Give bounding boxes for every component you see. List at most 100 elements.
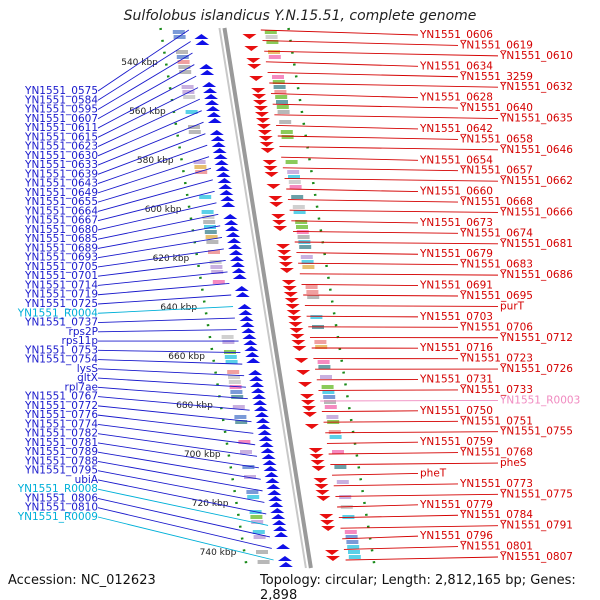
right-label-leader [323, 420, 459, 423]
cog-block-right [280, 130, 293, 134]
right-gene-label: YN1551_0731 [419, 374, 493, 386]
cog-block-right [334, 465, 347, 469]
left-gene-label: YN1551_R0009 [17, 511, 98, 523]
cog-block-left [257, 560, 270, 564]
forward-gene-arrow [248, 370, 263, 375]
right-gene-label: YN1551_0635 [499, 113, 573, 125]
left-gene-label: YN1551_0701 [24, 270, 98, 282]
left-gene-label: YN1551_0693 [24, 252, 98, 264]
right-gene-label: YN1551_0712 [499, 332, 573, 344]
forward-gene-arrow [259, 442, 274, 447]
left-gene-label: YN1551_0806 [24, 492, 98, 504]
right-gene-label: YN1551_0801 [459, 541, 533, 553]
reverse-gene-arrow [244, 46, 259, 51]
cog-block-left [228, 375, 240, 379]
cog-block-right [279, 120, 292, 124]
left-gene-label: YN1551_0633 [24, 159, 98, 171]
right-gene-label: YN1551_0759 [419, 436, 493, 448]
left-gene-label: YN1551_0639 [24, 168, 98, 180]
forward-gene-arrow [195, 40, 210, 45]
accession-text: Accession: NC_012623 [8, 573, 156, 588]
left-gene-label: YN1551_0776 [24, 409, 98, 421]
forward-gene-arrow [277, 556, 292, 561]
right-gene-label: YN1551_0668 [459, 196, 533, 208]
topology-text: Topology: circular; Length: 2,812,165 bp… [260, 573, 576, 600]
cog-block-right [332, 450, 344, 454]
reverse-gene-arrow [276, 244, 291, 249]
forward-gene-arrow [205, 100, 219, 105]
forward-gene-arrow [255, 418, 270, 423]
right-gene-label: YN1551_0784 [459, 509, 533, 521]
forward-gene-arrow [223, 214, 238, 219]
right-gene-label: YN1551_0716 [419, 342, 493, 354]
forward-gene-arrow [257, 430, 272, 435]
forward-gene-arrow [230, 262, 245, 267]
right-label-leader [335, 493, 499, 497]
cog-block-left [172, 30, 185, 34]
right-gene-label: YN1551_0610 [499, 50, 573, 62]
right-label-leader [332, 473, 419, 476]
cog-block-left [203, 220, 216, 224]
cog-block-right [268, 50, 280, 54]
right-gene-label: YN1551_0634 [419, 60, 493, 72]
cog-block-left [247, 495, 260, 499]
right-gene-label: YN1551_0726 [499, 363, 573, 375]
right-gene-label: pheT [420, 467, 447, 479]
cog-block-right [322, 390, 335, 394]
right-label-leader [270, 93, 419, 99]
left-gene-label: rpl7ae [65, 381, 98, 393]
reverse-gene-arrow [246, 58, 261, 63]
reverse-gene-arrow [254, 112, 269, 117]
left-gene-label: YN1551_0630 [24, 150, 98, 162]
cog-block-left [253, 535, 266, 539]
reverse-gene-arrow [313, 478, 328, 483]
cog-block-left [183, 95, 196, 99]
right-gene-label: YN1551_0632 [499, 81, 573, 93]
cog-block-right [272, 75, 284, 79]
right-label-leader [320, 399, 499, 402]
right-label-leader [326, 441, 419, 444]
map-title: Sulfolobus islandicus Y.N.15.51, complet… [123, 8, 477, 24]
cog-block-left [181, 85, 194, 89]
cog-block-right [328, 430, 341, 434]
right-gene-label: YN1551_0658 [459, 133, 533, 145]
left-label-leader [97, 133, 206, 175]
right-label-leader [287, 199, 459, 203]
reverse-gene-arrow [291, 340, 306, 345]
right-gene-label: purT [500, 300, 525, 312]
reverse-gene-arrow [290, 334, 305, 339]
cog-block-left [211, 270, 224, 274]
forward-gene-arrow [273, 526, 288, 531]
reverse-gene-arrow [302, 412, 317, 417]
cog-block-left [251, 520, 264, 524]
right-label-leader [299, 273, 499, 276]
forward-gene-arrow [203, 88, 218, 93]
cog-block-left [173, 35, 186, 39]
right-label-leader [301, 283, 419, 287]
forward-gene-arrow [211, 142, 226, 147]
forward-gene-arrow [260, 448, 275, 453]
reverse-gene-arrow [314, 484, 329, 489]
reverse-gene-arrow [309, 454, 324, 459]
cog-block-right [287, 170, 300, 174]
reverse-gene-arrow [247, 64, 262, 69]
reverse-gene-arrow [315, 490, 330, 495]
reverse-gene-arrow [287, 316, 302, 321]
forward-gene-arrow [249, 376, 264, 381]
cog-block-left [246, 490, 259, 494]
forward-gene-arrow [221, 202, 236, 207]
cog-block-right [301, 260, 314, 264]
left-label-leader [97, 190, 215, 222]
backbone-outer [222, 27, 313, 569]
forward-gene-arrow [214, 160, 229, 165]
right-label-leader [272, 103, 459, 109]
forward-gene-arrow [224, 220, 239, 225]
reverse-gene-arrow [325, 556, 340, 561]
right-label-leader [308, 326, 459, 328]
right-label-leader [298, 262, 459, 266]
left-gene-label: YN1551_R0004 [17, 307, 99, 319]
cog-block-right [346, 540, 359, 544]
reverse-gene-arrow [273, 226, 288, 231]
left-gene-label: YN1551_0810 [24, 502, 98, 514]
left-gene-label: ubiA [75, 474, 99, 486]
